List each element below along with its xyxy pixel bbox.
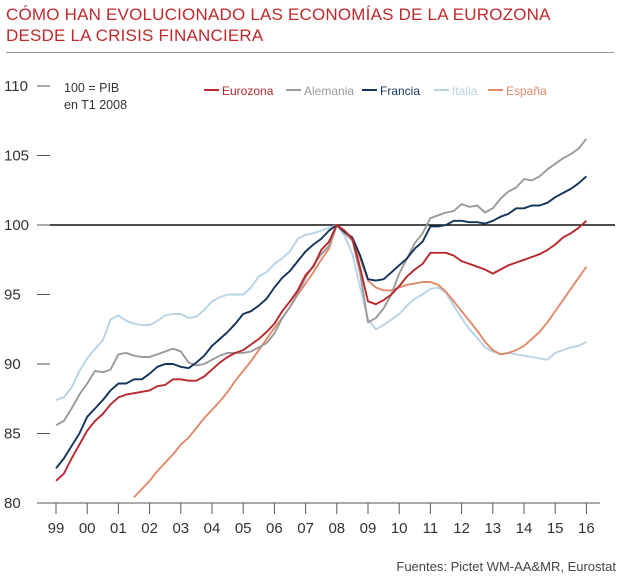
- index-note-line-1: 100 = PIB: [64, 81, 120, 95]
- x-tick-label-01: 01: [110, 520, 127, 537]
- x-tick-label-11: 11: [423, 520, 439, 537]
- source-note: Fuentes: Pictet WM-AA&MR, Eurostat: [396, 559, 616, 574]
- legend-label-eurozona: Eurozona: [222, 84, 274, 98]
- x-tick-label-00: 00: [79, 520, 96, 537]
- x-tick-label-07: 07: [297, 520, 314, 537]
- series-line-alemania: [55, 138, 588, 427]
- x-tick-label-13: 13: [484, 520, 501, 537]
- x-tick-label-10: 10: [391, 520, 408, 537]
- y-tick-label-105: 105: [4, 148, 29, 165]
- x-tick-label-06: 06: [266, 520, 283, 537]
- x-tick-label-14: 14: [516, 520, 533, 537]
- x-tick-label-08: 08: [328, 520, 345, 537]
- x-tick-label-16: 16: [578, 520, 595, 537]
- x-tick-label-99: 99: [48, 520, 65, 537]
- title-divider: [6, 52, 614, 53]
- y-tick-label-90: 90: [4, 356, 21, 373]
- chart-title: CÓMO HAN EVOLUCIONADO LAS ECONOMÍAS DE L…: [6, 4, 551, 46]
- series-lines: [55, 138, 588, 499]
- legend-label-espana: España: [506, 84, 547, 98]
- y-axis: 80 85 90 95 100 105 110: [4, 78, 50, 512]
- index-note: 100 = PIB en T1 2008: [64, 80, 127, 114]
- legend-label-italia: Italia: [452, 84, 478, 98]
- x-tick-label-02: 02: [141, 520, 158, 537]
- y-tick-label-100: 100: [4, 217, 29, 234]
- series-line-eurozona: [55, 220, 588, 482]
- legend: Eurozona Alemania Francia Italia España: [204, 84, 547, 98]
- y-tick-label-95: 95: [4, 287, 21, 304]
- x-tick-label-12: 12: [453, 520, 470, 537]
- y-tick-label-85: 85: [4, 426, 21, 443]
- y-tick-label-110: 110: [4, 78, 28, 95]
- title-line-1: CÓMO HAN EVOLUCIONADO LAS ECONOMÍAS DE L…: [6, 5, 551, 24]
- x-tick-label-09: 09: [360, 520, 377, 537]
- x-tick-label-15: 15: [547, 520, 564, 537]
- title-line-2: DESDE LA CRISIS FINANCIERA: [6, 26, 264, 45]
- x-tick-label-04: 04: [204, 520, 221, 537]
- legend-label-francia: Francia: [380, 84, 420, 98]
- index-note-line-2: en T1 2008: [64, 98, 128, 112]
- x-tick-label-03: 03: [172, 520, 189, 537]
- legend-label-alemania: Alemania: [304, 84, 354, 98]
- y-tick-label-80: 80: [4, 495, 21, 512]
- x-axis: 99 00 01 02 03 04 05 06 07 08 09 10 11 12 13 14 15 16: [48, 502, 600, 537]
- series-line-francia: [55, 175, 588, 469]
- x-tick-label-05: 05: [235, 520, 252, 537]
